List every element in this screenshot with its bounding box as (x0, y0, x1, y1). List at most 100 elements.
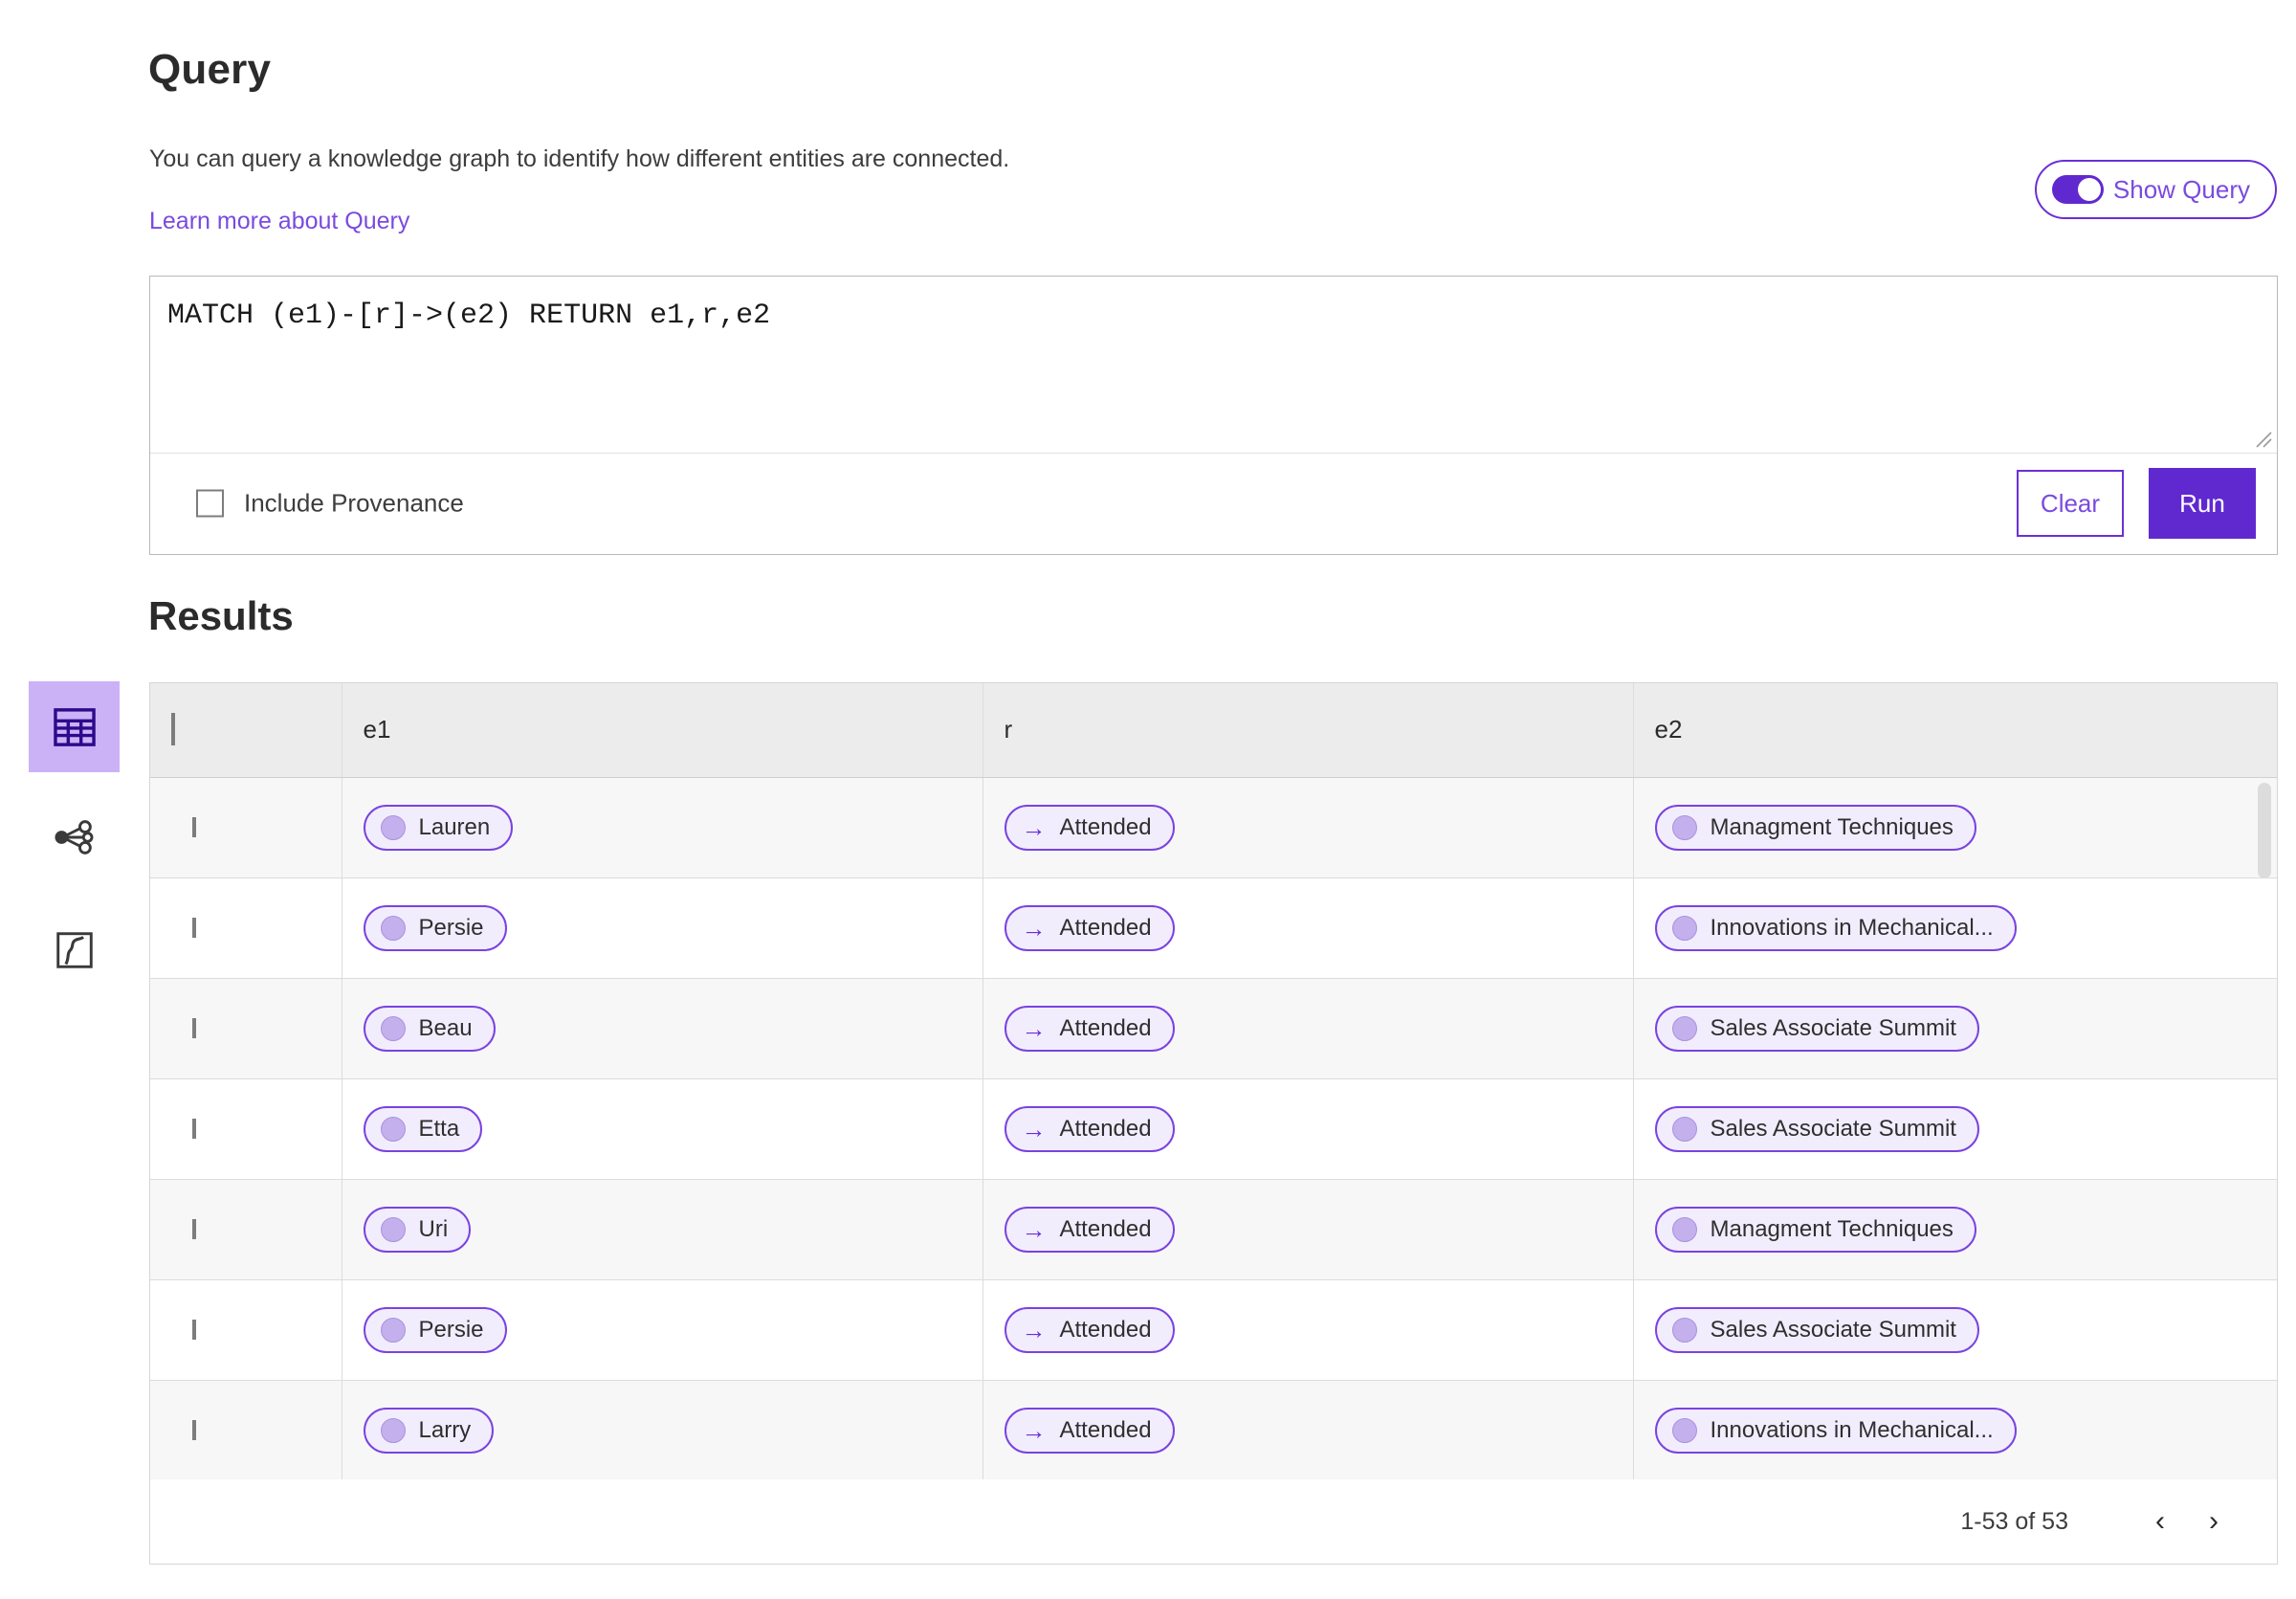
chip-label: Attended (1059, 813, 1152, 840)
toggle-switch[interactable] (2051, 175, 2104, 204)
relation-chip[interactable]: → Attended (1004, 1306, 1175, 1353)
entity-chip[interactable]: Managment Techniques (1654, 804, 1976, 851)
chip-label: Attended (1059, 1215, 1152, 1242)
entity-chip[interactable]: Innovations in Mechanical... (1654, 904, 2017, 951)
relation-chip[interactable]: → Attended (1004, 1005, 1175, 1052)
resize-grip-icon[interactable] (2252, 428, 2273, 449)
query-input-area[interactable]: MATCH (e1)-[r]->(e2) RETURN e1,r,e2 (150, 277, 2277, 454)
entity-chip[interactable]: Uri (363, 1206, 472, 1253)
query-footer: Include Provenance Clear Run (150, 453, 2277, 554)
table-row[interactable]: Lauren → Attended Managment Techniques (150, 777, 2277, 878)
chip-label: Persie (418, 1316, 484, 1343)
table-row[interactable]: Etta → Attended Sales Associate Summit (150, 1078, 2277, 1180)
graph-nodes-icon (54, 818, 96, 856)
entity-dot-icon (1671, 1417, 1697, 1443)
sidebar-item-table-view[interactable] (29, 681, 120, 772)
arrow-right-icon: → (1021, 1214, 1047, 1244)
column-header-e2[interactable]: e2 (1633, 683, 2277, 778)
cell-e1: Beau (342, 978, 983, 1079)
entity-dot-icon (1671, 915, 1697, 941)
page-title: Query (148, 46, 272, 93)
run-button[interactable]: Run (2149, 468, 2256, 539)
entity-chip[interactable]: Innovations in Mechanical... (1654, 1407, 2017, 1454)
scrollbar-thumb[interactable] (2258, 783, 2271, 878)
sidebar-item-graph-view[interactable] (29, 791, 120, 882)
main-content: Query You can query a knowledge graph to… (148, 0, 2296, 1599)
include-provenance-row[interactable]: Include Provenance (196, 489, 464, 519)
row-select-cell[interactable] (150, 1078, 342, 1180)
entity-dot-icon (380, 1216, 406, 1242)
relation-chip[interactable]: → Attended (1004, 1105, 1175, 1152)
relation-chip[interactable]: → Attended (1004, 804, 1175, 851)
row-select-cell[interactable] (150, 1380, 342, 1479)
cell-e2: Sales Associate Summit (1633, 1279, 2277, 1381)
results-table: e1 r e2 Lauren → Attended Managment Techniq… (150, 683, 2277, 1479)
chip-label: Lauren (418, 813, 491, 840)
entity-chip[interactable]: Sales Associate Summit (1654, 1105, 1979, 1152)
results-table-scrollbar[interactable] (2258, 783, 2271, 1477)
entity-chip[interactable]: Beau (363, 1005, 496, 1052)
table-icon (53, 707, 97, 747)
entity-dot-icon (380, 1417, 406, 1443)
column-header-r[interactable]: r (982, 683, 1634, 778)
entity-chip[interactable]: Larry (363, 1407, 495, 1454)
entity-chip[interactable]: Sales Associate Summit (1654, 1306, 1979, 1353)
table-row[interactable]: Uri → Attended Managment Techniques (150, 1179, 2277, 1280)
table-row[interactable]: Larry → Attended Innovations in Mechanical.… (150, 1380, 2277, 1479)
map-icon (55, 931, 94, 969)
next-page-button[interactable]: › (2187, 1495, 2241, 1548)
entity-dot-icon (380, 1015, 406, 1041)
toggle-knob (2077, 178, 2101, 201)
show-query-toggle[interactable]: Show Query (2034, 160, 2277, 219)
entity-chip[interactable]: Etta (363, 1105, 483, 1152)
entity-chip[interactable]: Lauren (363, 804, 514, 851)
row-checkbox[interactable] (192, 1017, 196, 1038)
entity-chip[interactable]: Sales Associate Summit (1654, 1005, 1979, 1052)
entity-chip[interactable]: Managment Techniques (1654, 1206, 1976, 1253)
relation-chip[interactable]: → Attended (1004, 1407, 1175, 1454)
cell-e2: Managment Techniques (1633, 1179, 2277, 1280)
chip-label: Innovations in Mechanical... (1710, 1416, 1994, 1443)
chip-label: Beau (418, 1014, 473, 1041)
row-select-cell[interactable] (150, 978, 342, 1079)
select-all-checkbox[interactable] (171, 713, 175, 746)
chip-label: Managment Techniques (1710, 813, 1954, 840)
entity-dot-icon (1671, 1216, 1697, 1242)
table-row[interactable]: Persie → Attended Innovations in Mechanical… (150, 877, 2277, 979)
row-checkbox[interactable] (192, 1419, 196, 1440)
include-provenance-checkbox[interactable] (196, 489, 224, 518)
chip-label: Attended (1059, 1014, 1152, 1041)
clear-button[interactable]: Clear (2017, 470, 2124, 537)
arrow-right-icon: → (1021, 1013, 1047, 1043)
table-row[interactable]: Persie → Attended Sales Associate Summit (150, 1279, 2277, 1381)
row-checkbox[interactable] (192, 1218, 196, 1239)
relation-chip[interactable]: → Attended (1004, 1206, 1175, 1253)
cell-r: → Attended (982, 1380, 1634, 1479)
chip-label: Sales Associate Summit (1710, 1014, 1956, 1041)
row-select-cell[interactable] (150, 1179, 342, 1280)
entity-dot-icon (380, 814, 406, 840)
table-row[interactable]: Beau → Attended Sales Associate Summit (150, 978, 2277, 1079)
query-text[interactable]: MATCH (e1)-[r]->(e2) RETURN e1,r,e2 (167, 300, 771, 332)
row-select-cell[interactable] (150, 1279, 342, 1381)
entity-dot-icon (1671, 1317, 1697, 1343)
prev-page-button[interactable]: ‹ (2133, 1495, 2187, 1548)
sidebar-item-map-view[interactable] (29, 904, 120, 995)
arrow-right-icon: → (1021, 1114, 1047, 1144)
row-select-cell[interactable] (150, 777, 342, 878)
entity-dot-icon (380, 1317, 406, 1343)
entity-dot-icon (380, 915, 406, 941)
entity-chip[interactable]: Persie (363, 904, 507, 951)
row-checkbox[interactable] (192, 816, 196, 837)
row-select-cell[interactable] (150, 877, 342, 979)
column-header-e1[interactable]: e1 (342, 683, 983, 778)
relation-chip[interactable]: → Attended (1004, 904, 1175, 951)
entity-chip[interactable]: Persie (363, 1306, 507, 1353)
cell-r: → Attended (982, 877, 1634, 979)
learn-more-link[interactable]: Learn more about Query (149, 208, 410, 234)
row-checkbox[interactable] (192, 1118, 196, 1139)
results-title: Results (148, 593, 294, 638)
select-all-header (150, 683, 342, 778)
row-checkbox[interactable] (192, 917, 196, 938)
row-checkbox[interactable] (192, 1319, 196, 1340)
